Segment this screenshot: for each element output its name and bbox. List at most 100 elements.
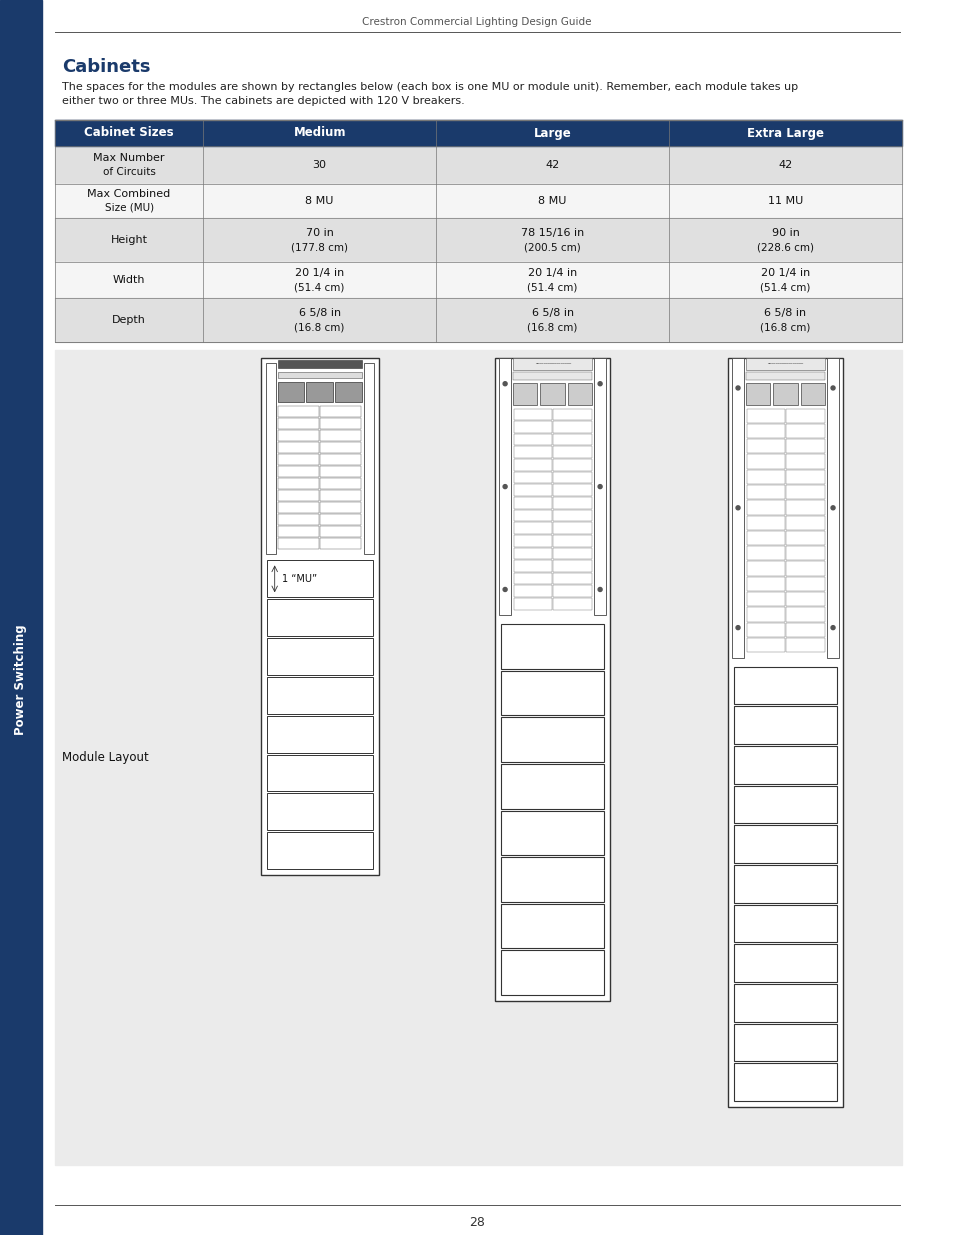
Bar (500, 718, 603, 762)
Bar (267, 793, 373, 830)
Text: 20 1/4 in: 20 1/4 in (760, 268, 809, 278)
Bar (320, 526, 361, 537)
Text: 70 in: 70 in (305, 228, 334, 238)
Bar (267, 638, 373, 674)
Bar (495, 358, 610, 1002)
Bar (553, 433, 591, 446)
Bar (278, 453, 319, 464)
Bar (320, 501, 361, 513)
Bar (733, 1063, 836, 1100)
Bar (278, 478, 319, 489)
Bar (553, 535, 591, 547)
Text: ─────────────────: ───────────────── (766, 362, 802, 366)
Bar (553, 409, 591, 420)
Text: (51.4 cm): (51.4 cm) (527, 282, 578, 291)
Bar (553, 484, 591, 496)
Bar (513, 573, 552, 584)
Circle shape (502, 382, 507, 385)
Text: 78 15/16 in: 78 15/16 in (520, 228, 583, 238)
Bar (733, 1024, 836, 1061)
Bar (265, 363, 275, 555)
Text: 1 “MU”: 1 “MU” (281, 574, 316, 584)
Bar (540, 383, 564, 405)
Bar (745, 372, 824, 380)
Bar (785, 622, 823, 637)
Bar (567, 383, 592, 405)
Text: ─────────────────: ───────────────── (534, 362, 570, 366)
Text: 8 MU: 8 MU (537, 196, 566, 206)
Bar (0, 0, 42, 1235)
Bar (746, 562, 784, 576)
Bar (733, 904, 836, 942)
Bar (55, 146, 901, 184)
Bar (731, 358, 743, 657)
Bar (278, 501, 319, 513)
Bar (513, 535, 552, 547)
Bar (553, 421, 591, 432)
Text: (200.5 cm): (200.5 cm) (524, 242, 580, 252)
Bar (320, 442, 361, 453)
Bar (277, 372, 361, 378)
Bar (500, 951, 603, 995)
Bar (746, 500, 784, 515)
Bar (267, 677, 373, 714)
Bar (513, 510, 552, 521)
Text: 28: 28 (469, 1215, 484, 1229)
Circle shape (502, 484, 507, 489)
Bar (513, 472, 552, 483)
Bar (553, 510, 591, 521)
Bar (746, 622, 784, 637)
Circle shape (736, 506, 740, 510)
Bar (785, 454, 823, 468)
Bar (267, 832, 373, 869)
Bar (785, 469, 823, 484)
Text: 42: 42 (778, 161, 792, 170)
Bar (746, 531, 784, 545)
Bar (55, 184, 901, 219)
Bar (800, 383, 824, 405)
Bar (267, 755, 373, 792)
Bar (746, 577, 784, 592)
Bar (746, 409, 784, 422)
Bar (55, 219, 901, 262)
Bar (498, 358, 511, 615)
Bar (733, 825, 836, 863)
Bar (320, 478, 361, 489)
Bar (278, 405, 319, 416)
Text: (16.8 cm): (16.8 cm) (527, 322, 578, 332)
Bar (785, 424, 823, 438)
Bar (320, 466, 361, 477)
Bar (785, 531, 823, 545)
Bar (785, 608, 823, 621)
Bar (55, 298, 901, 342)
Bar (320, 405, 361, 416)
Circle shape (736, 387, 740, 390)
Bar (320, 514, 361, 525)
Bar (785, 485, 823, 499)
Bar (746, 485, 784, 499)
Bar (553, 446, 591, 458)
Bar (513, 561, 552, 572)
Bar (513, 585, 552, 597)
Text: 11 MU: 11 MU (767, 196, 802, 206)
Text: (51.4 cm): (51.4 cm) (294, 282, 345, 291)
Bar (733, 864, 836, 903)
Bar (727, 358, 842, 1107)
Bar (553, 573, 591, 584)
Bar (785, 440, 823, 453)
Bar (733, 984, 836, 1021)
Circle shape (830, 626, 834, 630)
Circle shape (598, 484, 601, 489)
Bar (785, 592, 823, 606)
Text: 6 5/8 in: 6 5/8 in (763, 308, 805, 317)
Bar (278, 526, 319, 537)
Text: (51.4 cm): (51.4 cm) (760, 282, 810, 291)
Bar (746, 546, 784, 561)
Bar (733, 667, 836, 704)
Bar (306, 382, 333, 403)
Bar (746, 469, 784, 484)
Bar (745, 383, 770, 405)
Bar (513, 484, 552, 496)
Bar (500, 671, 603, 715)
Bar (773, 383, 797, 405)
